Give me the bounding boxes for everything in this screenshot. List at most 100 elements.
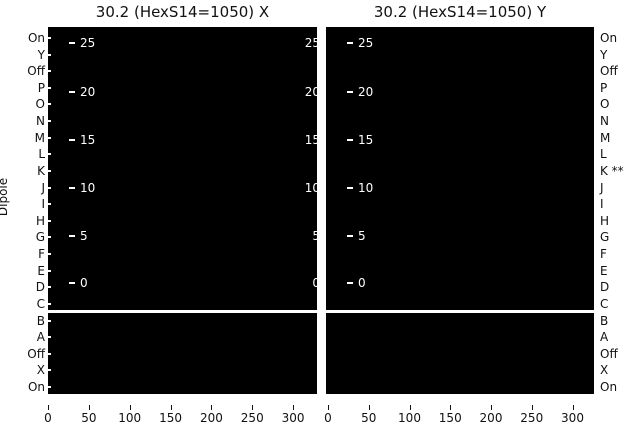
tick-dash-icon [347, 234, 353, 237]
row-tick-mark [48, 302, 51, 305]
inner-scale-label: 10 [69, 181, 95, 195]
row-tick-mark [48, 169, 51, 172]
y-tick-label-right: X [600, 363, 609, 378]
y-tick-label-right: G [600, 230, 610, 245]
clipped-scale-label: 15 [304, 132, 317, 147]
x-tick-mark [572, 405, 574, 410]
y-tick-label-right: Off [600, 64, 618, 79]
row-tick-mark [48, 336, 51, 339]
inner-scale-label: 0 [69, 276, 88, 290]
tick-dash-icon [69, 90, 75, 93]
inner-scale-label: 10 [347, 181, 373, 195]
y-tick-label-left: C [36, 296, 45, 311]
y-tick-label-right: C [600, 296, 609, 311]
x-tick-label: 300 [281, 411, 305, 425]
inner-scale-value: 5 [358, 228, 366, 243]
row-tick-mark [48, 37, 51, 39]
inner-scale-value: 10 [80, 180, 96, 195]
y-tick-label-right: E [600, 263, 608, 278]
inner-scale-value: 25 [80, 36, 96, 50]
inner-scale-label: 15 [69, 133, 95, 147]
x-tick-label: 0 [324, 411, 332, 425]
tick-dash-icon [69, 42, 75, 44]
y-tick-label-right: H [600, 213, 610, 228]
row-tick-mark [48, 186, 51, 189]
row-tick-mark [48, 253, 51, 256]
x-tick-label: 150 [159, 411, 182, 425]
y-tick-label-right: J [600, 180, 604, 195]
y-tick-label-left: I [41, 197, 45, 212]
left-panel-title: 30.2 (HexS14=1050) X [95, 3, 270, 21]
row-tick-mark [48, 103, 51, 106]
y-tick-label-right: I [600, 197, 604, 212]
y-tick-label-left: On [27, 379, 45, 394]
inner-scale-value: 25 [358, 36, 374, 50]
right-axis-tick-labels: On Y Off P O N M L K ** J I H G F E D C B A Off X On [600, 0, 640, 440]
y-tick-label-right: D [600, 280, 610, 295]
heatmap-panel-y: 25 20 15 10 5 0 [326, 27, 594, 394]
row-tick-mark [48, 219, 51, 222]
y-tick-label-left: O [35, 97, 45, 112]
clipped-scale-label: 25 [304, 36, 317, 50]
y-tick-label-right: Off [600, 346, 618, 361]
y-tick-label-right: A [600, 330, 609, 345]
row-tick-mark [48, 153, 51, 156]
row-tick-mark [48, 369, 51, 372]
inner-scale-label: 20 [69, 85, 95, 99]
inner-scale-value: 10 [358, 180, 374, 195]
x-tick-label: 300 [561, 411, 584, 425]
inner-scale-label: 5 [347, 229, 366, 243]
inner-scale-value: 20 [358, 84, 374, 99]
y-tick-label-left: G [35, 230, 45, 245]
inner-scale-value: 0 [80, 276, 88, 290]
row-tick-mark [48, 70, 51, 73]
y-tick-label-left: A [36, 330, 45, 345]
x-tick-mark [129, 405, 131, 410]
y-tick-label-right: N [600, 114, 609, 129]
inner-scale-label: 5 [69, 229, 88, 243]
x-tick-label: 100 [398, 411, 421, 425]
x-tick-mark [211, 405, 213, 410]
inner-scale-label: 15 [347, 133, 373, 147]
tick-dash-icon [347, 282, 353, 284]
y-tick-label-right: P [600, 80, 608, 95]
y-tick-label-left: B [36, 313, 45, 328]
row-tick-mark [48, 236, 51, 239]
y-tick-label-left: Y [37, 47, 45, 62]
y-tick-label-right: On [600, 379, 618, 394]
y-tick-label-left: Off [27, 346, 45, 361]
inner-scale-label: 0 [347, 276, 366, 290]
x-tick-label: 200 [199, 411, 223, 425]
row-tick-mark [48, 120, 51, 123]
y-tick-label-right: M [600, 130, 611, 145]
separator-line [48, 310, 317, 313]
x-tick-label: 100 [118, 411, 142, 425]
inner-scale-label: 25 [347, 36, 373, 50]
tick-dash-icon [347, 138, 353, 141]
x-tick-mark [491, 405, 492, 410]
separator-line [326, 310, 594, 313]
tick-dash-icon [69, 186, 75, 189]
row-tick-mark [48, 136, 51, 139]
x-tick-mark [368, 405, 370, 410]
x-tick-label: 50 [81, 411, 97, 425]
clipped-scale-label: 10 [304, 180, 317, 195]
inner-scale-value: 20 [80, 84, 96, 99]
row-tick-mark [48, 53, 51, 56]
inner-scale-value: 15 [80, 132, 96, 147]
inner-scale-label: 20 [347, 85, 373, 99]
x-tick-label: 200 [479, 411, 503, 425]
tick-dash-icon [347, 42, 353, 44]
x-tick-mark [88, 405, 90, 410]
y-tick-label-left: E [37, 263, 45, 278]
y-tick-label-left: J [41, 180, 45, 195]
clipped-scale-label: 5 [312, 228, 317, 243]
inner-scale-value: 0 [358, 276, 366, 290]
y-tick-label-left: F [38, 247, 45, 262]
row-tick-mark [48, 86, 51, 89]
y-tick-label-right: Y [600, 47, 608, 62]
tick-dash-icon [69, 138, 75, 141]
row-tick-mark [48, 286, 51, 289]
y-tick-label-left: M [34, 130, 45, 145]
